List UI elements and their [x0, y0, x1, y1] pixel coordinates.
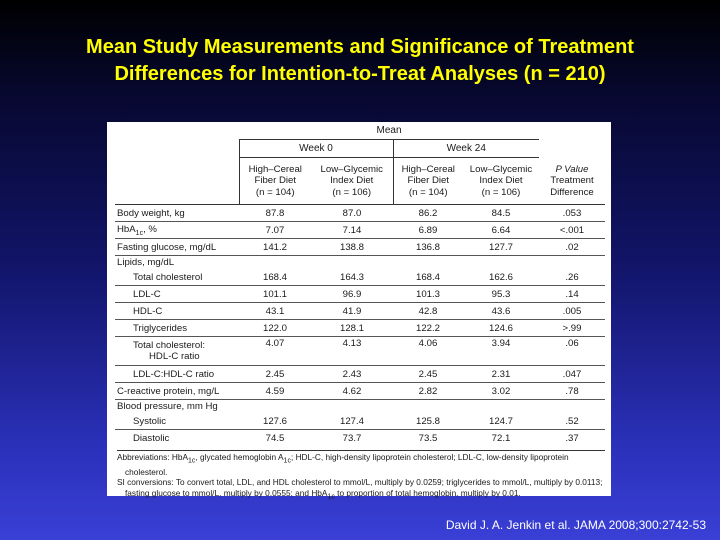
- col-header-w24-fiber: High–Cereal Fiber Diet (n = 104): [392, 157, 463, 205]
- slide-title: Mean Study Measurements and Significance…: [0, 34, 720, 88]
- week0-header: Week 0: [238, 139, 393, 158]
- title-line-2: Differences for Intention-to-Treat Analy…: [114, 63, 606, 85]
- table-row: C-reactive protein, mg/L 4.59 4.62 2.82 3.…: [115, 382, 605, 400]
- si-conversions-note: SI conversions: To convert total, LDL, a…: [117, 477, 603, 501]
- table-row: Triglycerides 122.0 128.1 122.2 124.6 >.99: [115, 319, 605, 337]
- table-row: Diastolic 74.5 73.7 73.5 72.1 .37: [133, 432, 579, 444]
- table-row: Fasting glucose, mg/dL 141.2 138.8 136.8 1…: [115, 238, 605, 256]
- table-row: HDL-C 43.1 41.9 42.8 43.6 .005: [115, 302, 605, 320]
- col-header-w24-glycemic: Low–Glycemic Index Diet (n = 106): [469, 163, 533, 198]
- table-row: LDL-C 101.1 96.9 101.3 95.3 .14: [115, 285, 605, 303]
- table-row: HbA1c, % 7.07 7.14 6.89 6.64 <.001: [115, 221, 605, 239]
- mean-header: Mean: [239, 122, 539, 140]
- results-table: Mean Week 0 Week 24 High–Cereal Fiber Die…: [115, 122, 605, 446]
- table-row: Systolic 127.6 127.4 125.8 124.7 .52: [115, 413, 605, 430]
- table-footnotes: Abbreviations: HbA1c, glycated hemoglobi…: [117, 450, 605, 503]
- table-group-row: Lipids, mg/dL: [117, 257, 175, 268]
- table-row: Total cholesterol: HDL-C ratio 4.07 4.13 4…: [115, 336, 605, 366]
- table-row: Body weight, kg 87.8 87.0 86.2 84.5 .053: [115, 204, 605, 222]
- citation: David J. A. Jenkin et al. JAMA 2008;300:…: [445, 518, 706, 532]
- title-line-1: Mean Study Measurements and Significance…: [86, 36, 634, 58]
- table-row: Total cholesterol 168.4 164.3 168.4 162.6 …: [115, 269, 605, 286]
- table-group-row: Blood pressure, mm Hg: [117, 401, 218, 412]
- abbreviations-note: Abbreviations: HbA1c, glycated hemoglobi…: [117, 452, 569, 478]
- col-header-p-value: P Value Treatment Difference: [550, 163, 594, 198]
- col-header-w0-fiber: High–Cereal Fiber Diet (n = 104): [238, 157, 311, 205]
- results-table-panel: Mean Week 0 Week 24 High–Cereal Fiber Die…: [107, 122, 611, 501]
- table-row: LDL-C:HDL-C ratio 2.45 2.43 2.45 2.31 .047: [115, 365, 605, 383]
- col-header-w0-glycemic: Low–Glycemic Index Diet (n = 106): [320, 163, 383, 198]
- week24-header: Week 24: [392, 139, 539, 158]
